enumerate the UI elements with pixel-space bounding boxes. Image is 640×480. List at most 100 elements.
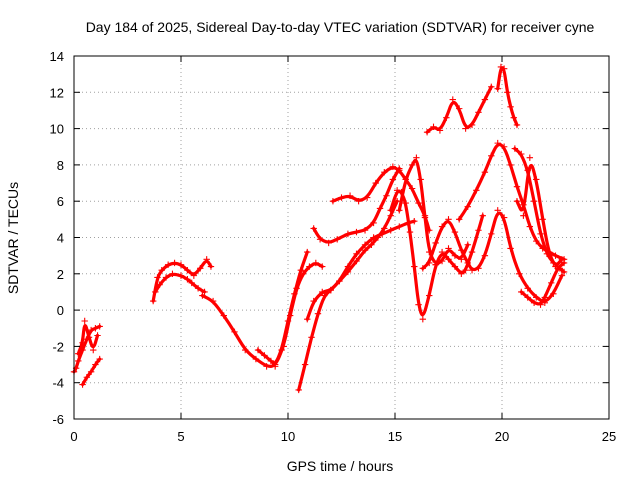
data-point-marker	[419, 315, 427, 323]
data-point-marker	[449, 96, 456, 103]
y-tick-label: 0	[57, 303, 64, 318]
data-point-marker	[545, 250, 553, 258]
data-point-marker	[81, 317, 88, 325]
data-point-marker	[398, 188, 405, 196]
x-tick-label: 25	[602, 429, 616, 444]
data-point-marker	[370, 234, 377, 241]
series-pass-rise-a	[295, 198, 401, 394]
data-point-marker	[494, 207, 501, 214]
data-point-marker	[430, 123, 437, 130]
data-point-marker	[513, 183, 521, 190]
data-point-marker	[421, 214, 429, 221]
data-point-marker	[537, 230, 544, 238]
data-point-marker	[411, 263, 418, 270]
data-point-marker	[361, 227, 369, 234]
data-point-marker	[171, 259, 178, 267]
data-point-marker	[438, 223, 446, 230]
data-point-marker	[381, 225, 388, 232]
data-point-marker	[468, 248, 476, 256]
data-point-marker	[417, 176, 424, 183]
data-point-marker	[468, 121, 476, 129]
data-point-marker	[464, 259, 471, 267]
data-point-marker	[231, 328, 238, 336]
data-point-marker	[436, 127, 444, 134]
data-point-marker	[87, 326, 95, 334]
data-point-marker	[325, 239, 332, 247]
series-track	[425, 85, 493, 134]
data-point-marker	[393, 187, 401, 194]
data-point-marker	[389, 176, 397, 183]
data-point-marker	[396, 167, 403, 174]
data-point-marker	[402, 176, 409, 183]
data-point-marker	[451, 263, 459, 270]
y-tick-label: 10	[50, 122, 64, 137]
y-tick-label: 6	[57, 194, 64, 209]
data-point-marker	[396, 207, 403, 214]
series-track	[389, 189, 485, 317]
data-point-marker	[252, 355, 260, 363]
chart-title: Day 184 of 2025, Sidereal Day-to-day VTE…	[86, 19, 595, 35]
data-point-marker	[462, 266, 469, 274]
data-point-marker	[197, 265, 204, 272]
data-point-marker	[423, 129, 431, 136]
data-point-marker	[507, 103, 514, 111]
series-pass-late-b	[513, 154, 566, 270]
data-point-marker	[267, 357, 275, 365]
y-tick-label: -4	[52, 376, 64, 391]
data-point-marker	[468, 266, 476, 274]
data-point-marker	[387, 207, 394, 214]
data-point-marker	[203, 256, 210, 263]
y-tick-label: 14	[50, 49, 64, 64]
data-point-marker	[481, 96, 489, 103]
data-point-marker	[319, 263, 326, 270]
y-tick-label: -2	[52, 339, 64, 354]
data-point-marker	[533, 237, 540, 245]
data-point-marker	[456, 105, 463, 112]
series-pass-morning-b	[152, 270, 208, 296]
data-point-marker	[500, 143, 508, 150]
data-point-marker	[209, 297, 217, 305]
series-pass-rise-b	[310, 165, 403, 247]
data-point-marker	[162, 274, 170, 281]
data-point-marker	[353, 257, 360, 265]
data-point-marker	[552, 252, 559, 259]
data-point-marker	[550, 290, 557, 297]
data-point-marker	[316, 236, 324, 243]
data-point-marker	[297, 266, 305, 274]
data-point-marker	[488, 152, 495, 160]
data-point-marker	[242, 346, 249, 354]
data-point-marker	[383, 192, 390, 199]
data-point-marker	[79, 381, 86, 388]
data-point-marker	[271, 361, 279, 368]
data-point-marker	[451, 228, 459, 236]
data-point-marker	[518, 288, 525, 296]
data-point-marker	[368, 241, 375, 248]
data-point-marker	[408, 185, 416, 192]
data-point-marker	[220, 312, 227, 319]
data-point-marker	[336, 277, 343, 285]
data-point-marker	[396, 223, 403, 230]
data-point-marker	[415, 301, 422, 308]
data-point-marker	[526, 223, 534, 230]
data-point-marker	[415, 199, 422, 207]
data-point-marker	[149, 297, 157, 305]
data-point-marker	[526, 154, 534, 161]
data-point-marker	[558, 256, 566, 263]
data-point-marker	[389, 163, 397, 170]
series-pass-evening-arc	[456, 139, 568, 263]
data-point-marker	[507, 161, 514, 169]
data-point-marker	[312, 259, 320, 267]
data-point-marker	[475, 109, 482, 116]
data-point-marker	[511, 145, 519, 152]
data-point-marker	[515, 270, 523, 277]
data-point-marker	[488, 230, 495, 238]
data-point-marker	[539, 216, 546, 223]
data-point-marker	[301, 361, 309, 368]
data-point-marker	[152, 288, 159, 296]
x-tick-label: 10	[281, 429, 295, 444]
data-point-marker	[310, 297, 317, 305]
series-track	[397, 158, 470, 265]
y-axis-label: SDTVAR / TECUs	[5, 182, 21, 294]
data-point-marker	[458, 256, 465, 263]
data-point-marker	[558, 272, 566, 279]
